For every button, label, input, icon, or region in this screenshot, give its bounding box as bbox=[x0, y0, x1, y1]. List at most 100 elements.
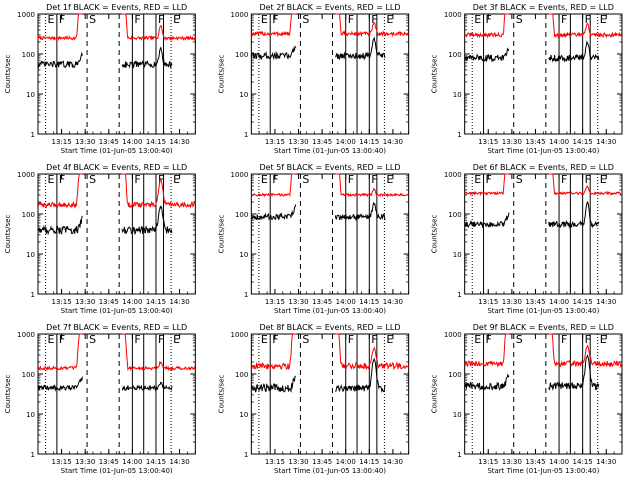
phase-marker-label: S bbox=[302, 13, 309, 26]
y-tick-label: 1 bbox=[31, 451, 35, 459]
x-tick-label: 13:15 bbox=[478, 458, 498, 466]
x-tick-label: 13:45 bbox=[312, 298, 332, 306]
y-axis-label: Counts/sec bbox=[431, 215, 439, 254]
phase-marker-label: E bbox=[261, 13, 268, 26]
phase-marker-label: E bbox=[261, 333, 268, 346]
phase-marker-label: E bbox=[474, 13, 481, 26]
phase-marker-label: F bbox=[561, 13, 567, 26]
y-axis-label: Counts/sec bbox=[217, 215, 225, 254]
series-lld-line bbox=[464, 333, 509, 368]
series-events-line bbox=[548, 200, 600, 229]
phase-marker-label: E bbox=[474, 333, 481, 346]
x-tick-label: 14:00 bbox=[549, 458, 569, 466]
x-tick-label: 13:30 bbox=[75, 458, 95, 466]
y-tick-label: 1 bbox=[244, 451, 248, 459]
panel-title: Det 6f BLACK = Events, RED = LLD bbox=[473, 163, 614, 172]
x-tick-label: 14:15 bbox=[573, 138, 593, 146]
phase-marker-label: F bbox=[134, 173, 140, 186]
x-tick-label: 14:15 bbox=[359, 138, 379, 146]
x-tick-label: 13:30 bbox=[502, 298, 522, 306]
x-axis-label: Start Time (01-Jun-05 13:00:40) bbox=[274, 467, 386, 475]
phase-marker-label: F bbox=[486, 173, 492, 186]
y-tick-label: 100 bbox=[448, 371, 461, 379]
x-tick-label: 13:30 bbox=[75, 298, 95, 306]
y-tick-label: 100 bbox=[448, 51, 461, 59]
series-lld-line bbox=[37, 333, 83, 372]
panel-title: Det 1f BLACK = Events, RED = LLD bbox=[46, 3, 187, 12]
x-tick-label: 13:45 bbox=[99, 138, 119, 146]
y-axis-label: Counts/sec bbox=[4, 375, 12, 414]
x-axis-label: Start Time (01-Jun-05 13:00:40) bbox=[274, 307, 386, 315]
plot-frame bbox=[250, 173, 410, 295]
phase-marker-label: F bbox=[585, 173, 591, 186]
phase-marker-label: E bbox=[48, 333, 55, 346]
series-events-line bbox=[334, 201, 386, 222]
y-axis-label: Counts/sec bbox=[4, 55, 12, 94]
y-tick-label: 10 bbox=[26, 91, 35, 99]
phase-marker-label: F bbox=[272, 173, 278, 186]
plot-frame bbox=[37, 13, 196, 135]
x-tick-label: 13:30 bbox=[288, 458, 308, 466]
phase-marker-label: S bbox=[302, 173, 309, 186]
x-tick-label: 13:45 bbox=[99, 298, 119, 306]
series-lld-line bbox=[548, 333, 623, 369]
y-tick-label: 1000 bbox=[444, 11, 462, 19]
phase-marker-label: E bbox=[600, 13, 607, 26]
x-tick-label: 14:30 bbox=[383, 298, 403, 306]
y-tick-label: 10 bbox=[453, 411, 462, 419]
x-tick-label: 13:45 bbox=[312, 458, 332, 466]
x-tick-label: 14:00 bbox=[549, 138, 569, 146]
phase-marker-label: S bbox=[516, 13, 523, 26]
x-tick-label: 13:45 bbox=[99, 458, 119, 466]
phase-marker-label: F bbox=[348, 173, 354, 186]
y-tick-label: 10 bbox=[239, 91, 248, 99]
panel-det-5f: Det 5f BLACK = Events, RED = LLD 1 10 100 10… bbox=[217, 163, 410, 315]
plot-frame bbox=[37, 333, 196, 455]
x-tick-label: 13:15 bbox=[52, 458, 72, 466]
phase-marker-label: E bbox=[386, 13, 393, 26]
x-tick-label: 13:45 bbox=[525, 298, 545, 306]
y-tick-label: 100 bbox=[448, 211, 461, 219]
series-lld-line bbox=[335, 13, 410, 38]
phase-marker-label: S bbox=[302, 333, 309, 346]
x-tick-label: 13:45 bbox=[525, 458, 545, 466]
panel-det-6f: Det 6f BLACK = Events, RED = LLD 1 10 100 10… bbox=[431, 163, 623, 315]
phase-marker-label: E bbox=[386, 173, 393, 186]
y-tick-label: 10 bbox=[26, 251, 35, 259]
x-tick-label: 13:30 bbox=[75, 138, 95, 146]
y-tick-label: 10 bbox=[239, 251, 248, 259]
phase-marker-label: F bbox=[59, 173, 65, 186]
y-tick-label: 100 bbox=[235, 51, 248, 59]
series-events-line bbox=[121, 46, 173, 69]
phase-marker-label: E bbox=[48, 13, 55, 26]
series-lld-line bbox=[250, 173, 296, 198]
x-tick-label: 14:00 bbox=[122, 458, 142, 466]
phase-marker-label: F bbox=[272, 13, 278, 26]
y-tick-label: 1000 bbox=[231, 11, 249, 19]
series-events-line bbox=[334, 357, 386, 393]
x-tick-label: 14:30 bbox=[169, 458, 189, 466]
panel-det-1f: Det 1f BLACK = Events, RED = LLD 1 10 100 10… bbox=[4, 3, 196, 155]
y-axis-label: Counts/sec bbox=[217, 55, 225, 94]
series-lld-line bbox=[548, 173, 622, 196]
y-tick-label: 10 bbox=[26, 411, 35, 419]
phase-marker-label: F bbox=[371, 13, 377, 26]
x-tick-label: 13:15 bbox=[478, 138, 498, 146]
series-lld-line bbox=[250, 13, 296, 38]
phase-marker-label: E bbox=[386, 333, 393, 346]
y-tick-label: 10 bbox=[239, 411, 248, 419]
series-lld-line bbox=[122, 173, 196, 209]
x-axis-label: Start Time (01-Jun-05 13:00:40) bbox=[61, 467, 173, 475]
phase-marker-label: E bbox=[600, 333, 607, 346]
x-tick-label: 14:30 bbox=[596, 458, 616, 466]
phase-marker-label: F bbox=[134, 333, 140, 346]
phase-marker-label: F bbox=[59, 333, 65, 346]
series-events-line bbox=[121, 381, 173, 392]
panel-title: Det 3f BLACK = Events, RED = LLD bbox=[473, 3, 614, 12]
x-tick-label: 14:30 bbox=[383, 458, 403, 466]
phase-marker-label: S bbox=[516, 173, 523, 186]
series-lld-line bbox=[464, 13, 509, 39]
panel-det-4f: Det 4f BLACK = Events, RED = LLD 1 10 100 10… bbox=[4, 163, 196, 315]
phase-marker-label: F bbox=[486, 13, 492, 26]
